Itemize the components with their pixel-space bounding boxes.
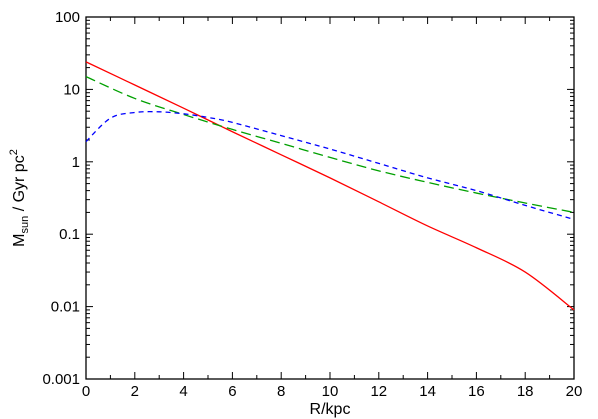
x-tick-labels: 0 2 4 6 8 10 12 14 16 18 20 bbox=[82, 383, 583, 400]
series-line-0 bbox=[85, 61, 575, 311]
y-tick-labels: 0.001 0.01 0.1 1 10 100 bbox=[42, 9, 80, 388]
axis-ticks bbox=[85, 16, 575, 380]
y-axis-title: Msun / Gyr pc2 bbox=[8, 149, 31, 247]
y-tick-label: 0.01 bbox=[51, 299, 80, 316]
x-tick-label: 14 bbox=[419, 383, 436, 400]
x-tick-label: 2 bbox=[131, 383, 139, 400]
x-tick-label: 4 bbox=[179, 383, 187, 400]
x-tick-label: 0 bbox=[82, 383, 90, 400]
y-axis-title-prefix: M bbox=[11, 234, 28, 247]
y-tick-label: 0.1 bbox=[59, 226, 80, 243]
series-line-1 bbox=[85, 76, 575, 214]
x-tick-label: 8 bbox=[277, 383, 285, 400]
y-axis-title-subscript: sun bbox=[19, 216, 31, 234]
x-tick-label: 6 bbox=[228, 383, 236, 400]
x-tick-label: 18 bbox=[517, 383, 534, 400]
y-tick-label: 0.001 bbox=[42, 371, 80, 388]
x-axis-title: R/kpc bbox=[310, 401, 351, 418]
x-tick-label: 12 bbox=[370, 383, 387, 400]
x-tick-label: 20 bbox=[566, 383, 583, 400]
series-line-2 bbox=[85, 111, 575, 221]
y-tick-label: 1 bbox=[72, 154, 80, 171]
y-axis-title-superscript: 2 bbox=[8, 149, 20, 155]
x-tick-label: 10 bbox=[322, 383, 339, 400]
x-tick-label: 16 bbox=[468, 383, 485, 400]
series-layer bbox=[85, 61, 575, 311]
y-tick-label: 100 bbox=[55, 9, 80, 26]
y-tick-label: 10 bbox=[63, 81, 80, 98]
y-axis-title-middle: / Gyr pc bbox=[11, 155, 28, 215]
